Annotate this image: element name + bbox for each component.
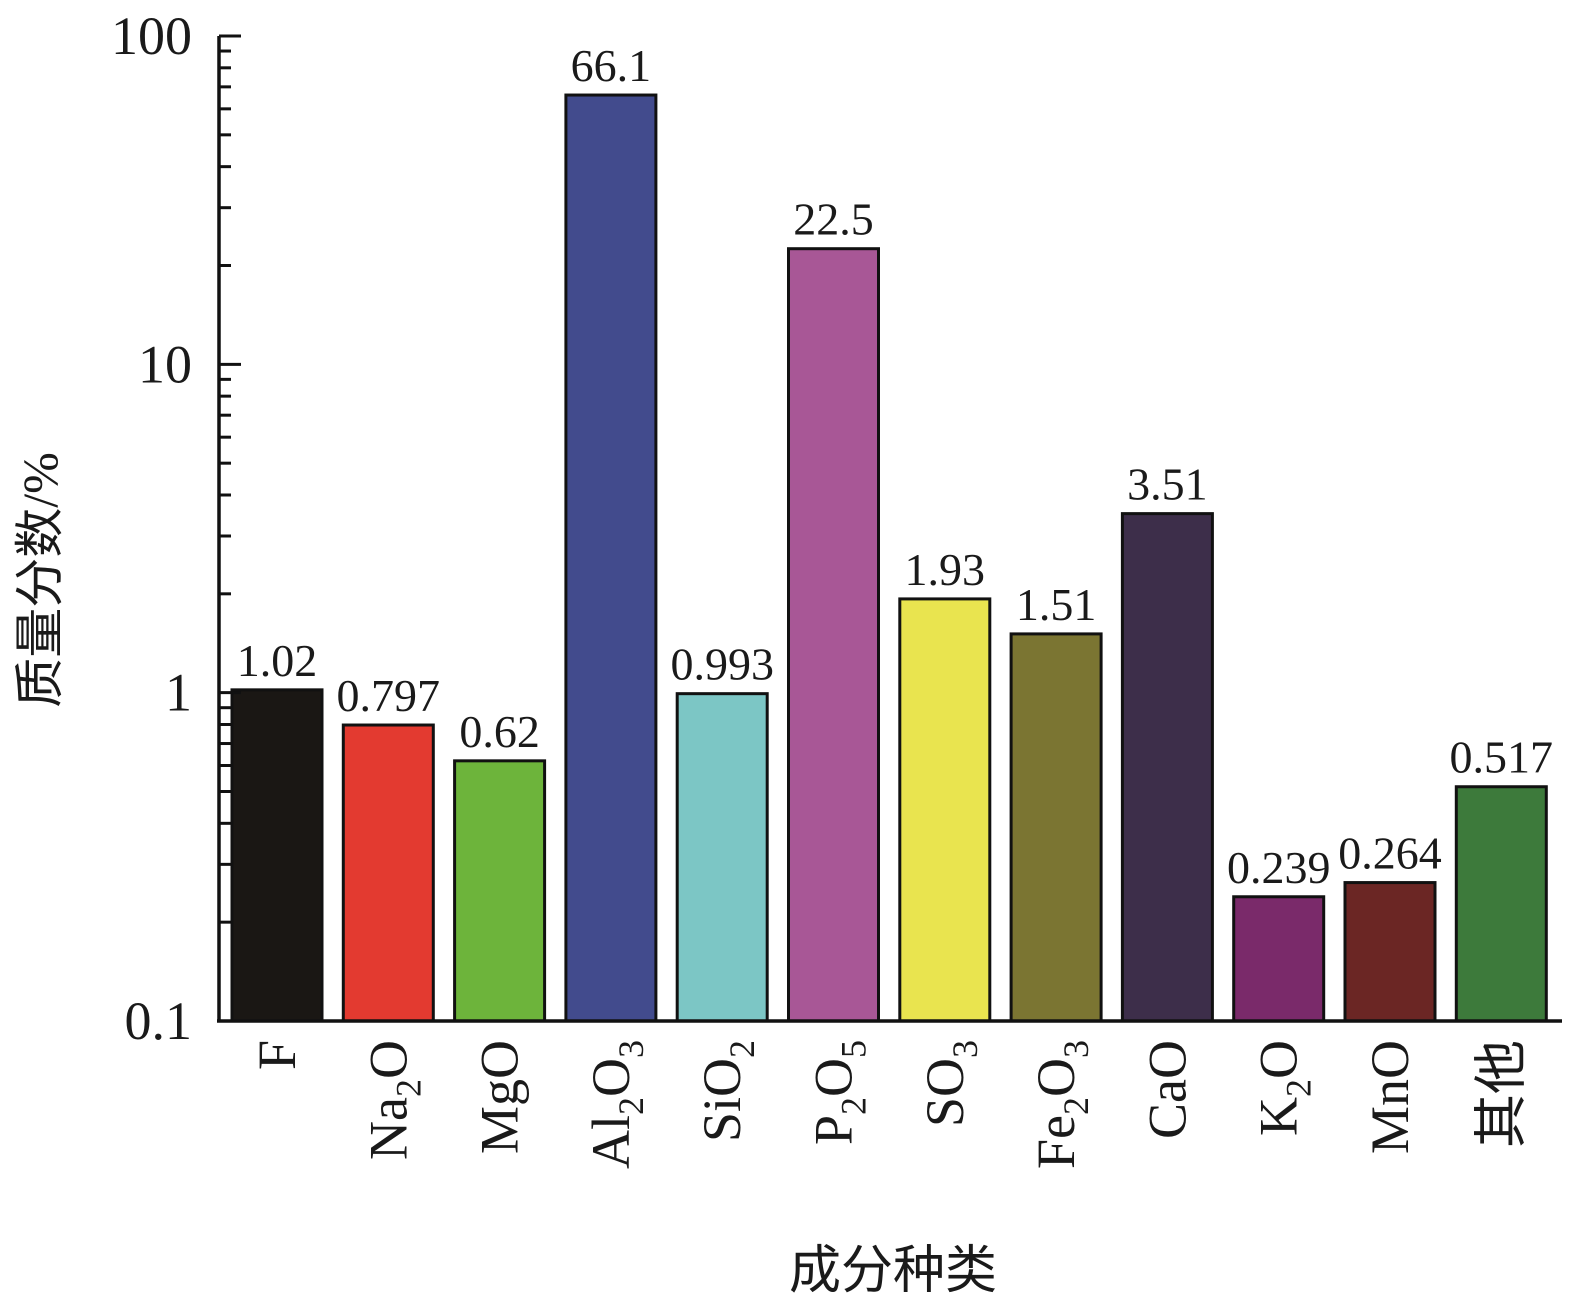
data-label: 1.51	[1016, 579, 1097, 630]
label-part: O	[1026, 1058, 1086, 1097]
x-tick-label-text: K2O	[1249, 1040, 1319, 1136]
x-tick-label: MgO	[470, 1040, 530, 1154]
data-label: 3.51	[1127, 459, 1208, 510]
bars-layer	[230, 93, 1548, 1023]
y-tick-labels: 0.1 1 10 100	[111, 6, 192, 1051]
subscript: 2	[611, 1097, 651, 1115]
data-label: 0.797	[337, 670, 441, 721]
x-tick-label: MnO	[1360, 1040, 1420, 1154]
label-part: O	[581, 1058, 641, 1097]
label-part: Na	[358, 1097, 418, 1160]
x-tick-label: K2O	[1249, 1040, 1319, 1136]
x-tick-label-text: SiO2	[692, 1040, 762, 1142]
label-part: CaO	[1137, 1040, 1197, 1139]
x-tick-label-text: Al2O3	[581, 1040, 651, 1169]
x-tick-label-text: P2O5	[804, 1040, 874, 1145]
bar	[1120, 512, 1214, 1023]
data-label: 0.264	[1338, 828, 1442, 879]
y-axis-label: 质量分数/%	[12, 452, 68, 708]
x-tick-label-text: 其他	[1471, 1040, 1531, 1148]
label-part: Al	[581, 1115, 641, 1169]
x-tick-label: Fe2O3	[1026, 1040, 1096, 1169]
data-label: 0.62	[459, 706, 540, 757]
data-label: 0.517	[1450, 732, 1554, 783]
x-tick-label-text: SO3	[915, 1040, 985, 1127]
label-part: O	[1249, 1040, 1309, 1079]
bar	[1454, 785, 1548, 1023]
label-part: MgO	[470, 1040, 530, 1154]
x-tick-label-text: Na2O	[358, 1040, 428, 1160]
axes-layer	[217, 34, 1562, 1023]
label-part: SO	[915, 1058, 975, 1127]
bar	[898, 597, 992, 1023]
subscript: 2	[1279, 1079, 1319, 1097]
bar	[787, 247, 880, 1023]
label-part: P	[804, 1115, 864, 1145]
subscript: 2	[722, 1040, 762, 1058]
bar	[1009, 632, 1103, 1023]
label-part: MnO	[1360, 1040, 1420, 1154]
x-tick-label: Na2O	[358, 1040, 428, 1160]
subscript: 3	[611, 1040, 651, 1058]
x-tick-label-text: MgO	[470, 1040, 530, 1154]
subscript: 5	[834, 1040, 874, 1058]
subscript: 3	[1056, 1040, 1096, 1058]
y-tick-label: 1	[165, 663, 192, 723]
bar	[453, 759, 547, 1023]
x-tick-label: F	[247, 1040, 307, 1070]
x-tick-label: CaO	[1137, 1040, 1197, 1139]
bar	[564, 93, 658, 1023]
x-tick-label-text: Fe2O3	[1026, 1040, 1096, 1169]
data-label: 0.239	[1227, 842, 1331, 893]
label-part: O	[804, 1058, 864, 1097]
data-label: 1.02	[237, 635, 318, 686]
y-tick-label: 0.1	[125, 991, 193, 1051]
subscript: 2	[834, 1097, 874, 1115]
data-label: 1.93	[905, 544, 986, 595]
data-label: 0.993	[670, 639, 774, 690]
x-tick-label-text: CaO	[1137, 1040, 1197, 1139]
label-part: O	[358, 1040, 418, 1079]
subscript: 2	[388, 1079, 428, 1097]
x-tick-label: SiO2	[692, 1040, 762, 1142]
bar	[230, 688, 324, 1023]
label-part: F	[247, 1040, 307, 1070]
data-label: 22.5	[793, 194, 874, 245]
x-tick-label-text: F	[247, 1040, 307, 1070]
y-tick-label: 100	[111, 6, 192, 66]
label-part: 其他	[1471, 1040, 1531, 1148]
bar	[675, 692, 769, 1023]
x-tick-label: Al2O3	[581, 1040, 651, 1169]
subscript: 3	[945, 1040, 985, 1058]
x-tick-label-text: MnO	[1360, 1040, 1420, 1154]
bar	[1343, 881, 1437, 1023]
label-part: K	[1249, 1097, 1309, 1136]
label-part: Fe	[1026, 1115, 1086, 1169]
x-tick-label: 其他	[1471, 1040, 1531, 1148]
x-tick-label: P2O5	[804, 1040, 874, 1145]
x-axis-label: 成分种类	[789, 1243, 997, 1300]
data-label: 66.1	[571, 40, 652, 91]
bar	[1232, 895, 1326, 1023]
value-labels-layer: 1.02 0.797 0.62 66.1 0.993 22.5 1.93 1.51 3.51 0.…	[237, 40, 1553, 893]
subscript: 2	[1056, 1097, 1096, 1115]
x-tick-label: SO3	[915, 1040, 985, 1127]
bar	[341, 723, 435, 1023]
y-tick-label: 10	[138, 334, 192, 394]
label-part: SiO	[692, 1058, 752, 1142]
